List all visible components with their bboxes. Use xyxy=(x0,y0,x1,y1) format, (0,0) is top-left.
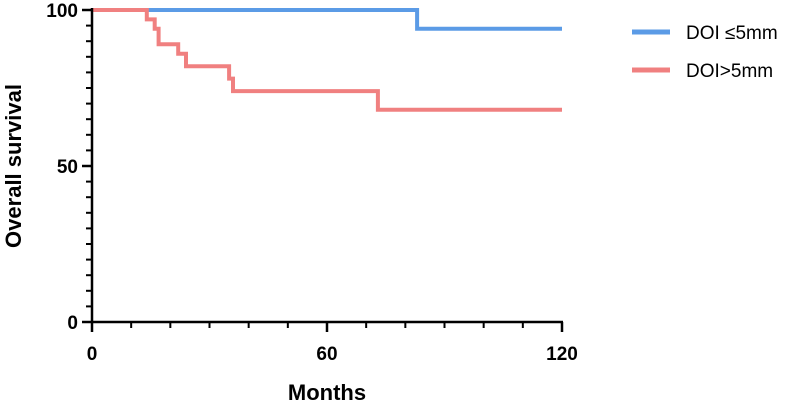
series-line-1 xyxy=(92,8,562,112)
tick-labels: 0 50 100 0 60 120 xyxy=(46,1,578,365)
x-tick-label: 60 xyxy=(316,344,337,365)
x-tick-label: 0 xyxy=(87,344,98,365)
y-tick-label: 100 xyxy=(46,1,78,22)
x-tick-label: 120 xyxy=(546,344,578,365)
series-line-0 xyxy=(92,8,562,31)
legend-label-doi-gt5: DOI>5mm xyxy=(686,61,773,82)
legend: DOI ≤5mm DOI>5mm xyxy=(632,23,778,82)
x-axis-title: Months xyxy=(288,380,366,403)
axes xyxy=(82,8,564,332)
y-axis-title: Overall survival xyxy=(1,84,26,248)
legend-label-doi-le5: DOI ≤5mm xyxy=(686,23,778,44)
y-tick-label: 50 xyxy=(57,157,78,178)
y-tick-label: 0 xyxy=(67,313,78,334)
plot-area xyxy=(92,8,562,112)
